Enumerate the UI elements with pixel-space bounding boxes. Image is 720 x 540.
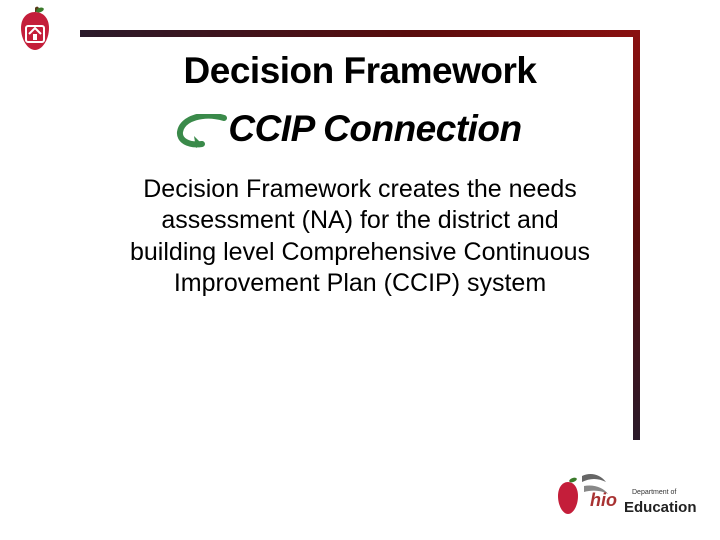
footer-line1: Department of (632, 489, 676, 496)
frame-right-border (633, 30, 640, 440)
svg-text:hio: hio (590, 490, 617, 510)
slide-body-text: Decision Framework creates the needs ass… (120, 174, 600, 299)
apple-badge-icon (12, 6, 58, 58)
subtitle-container: CCIP Connection (198, 108, 521, 150)
curved-arrow-icon (174, 114, 234, 150)
footer-line2: Education (624, 499, 697, 516)
slide-title: Decision Framework (100, 50, 620, 92)
ohio-dept-education-logo: hio Department of Education (550, 464, 700, 524)
slide-content: Decision Framework CCIP Connection Decis… (100, 50, 620, 299)
slide-subtitle: CCIP Connection (198, 108, 521, 150)
frame-top-border (80, 30, 640, 37)
